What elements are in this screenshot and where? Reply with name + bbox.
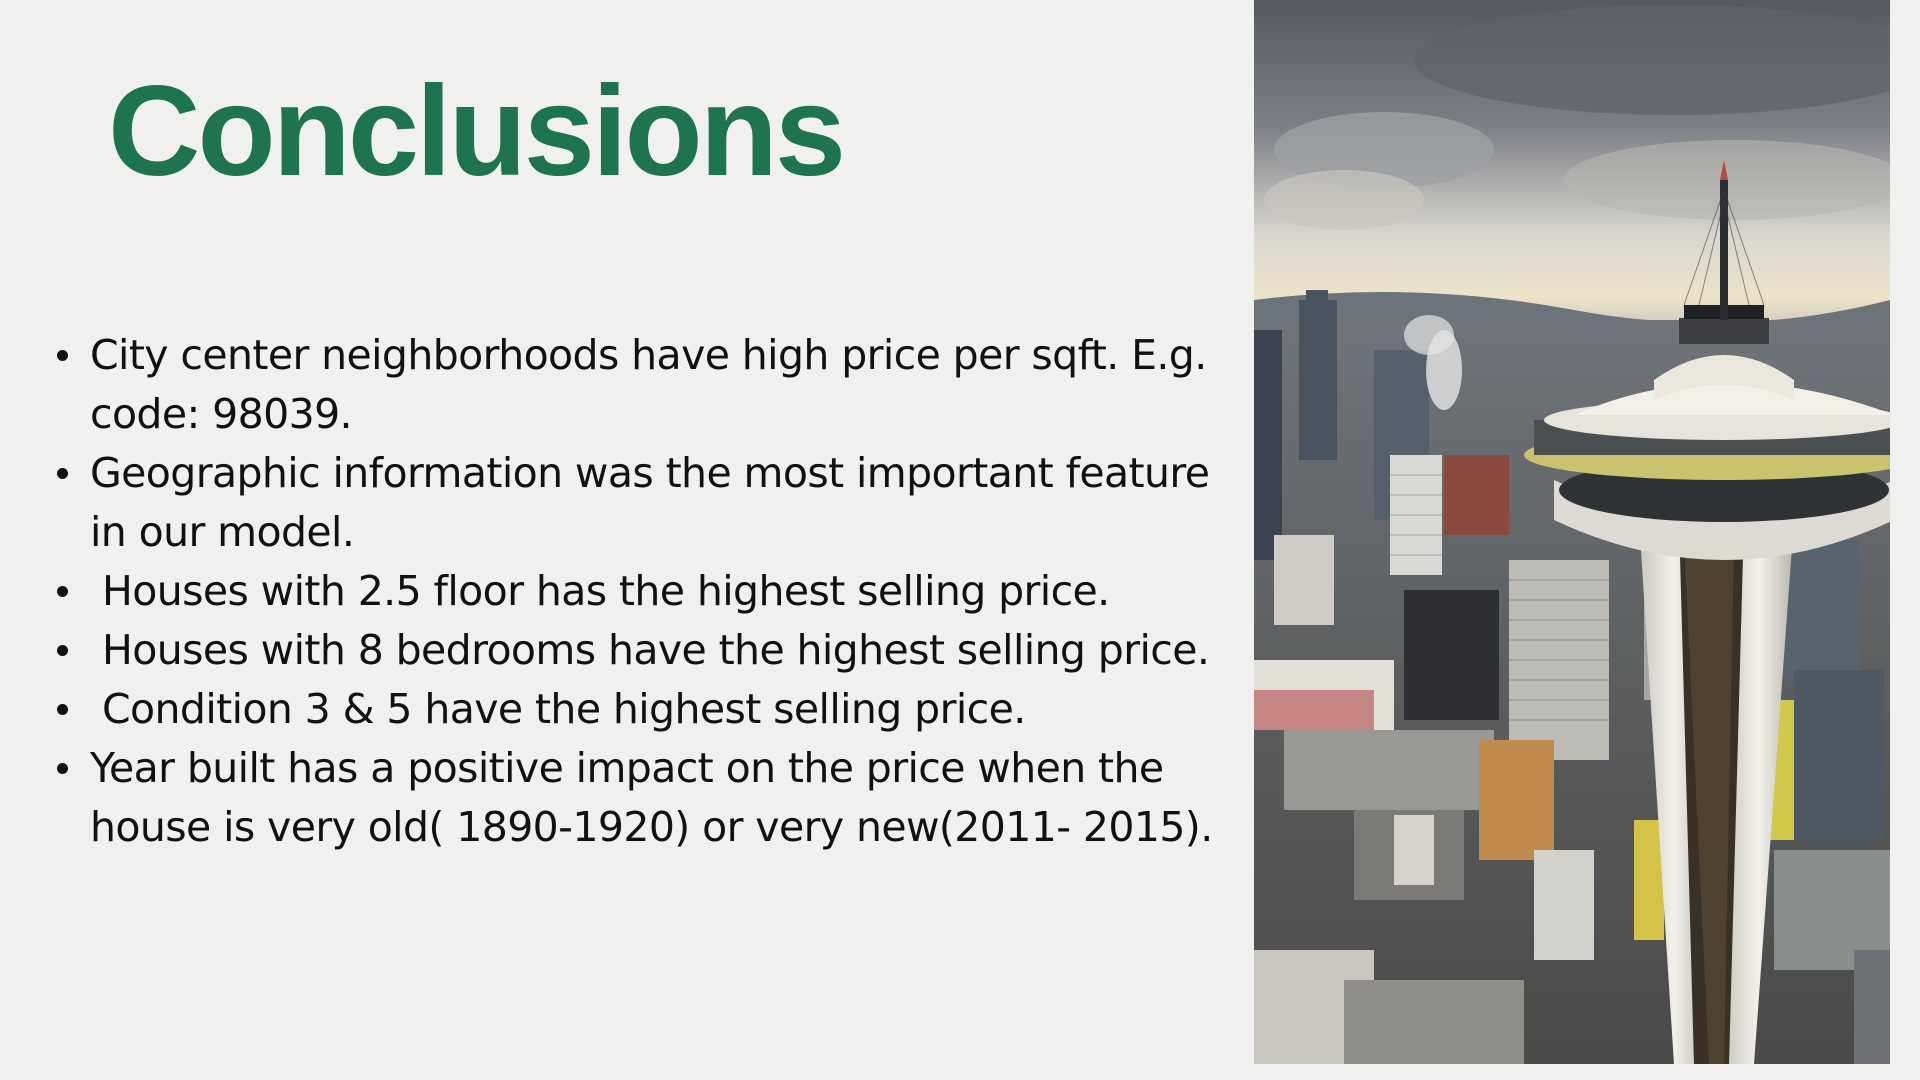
bullet-text: Year built has a positive impact on the … <box>90 744 1213 851</box>
bullet-item: Geographic information was the most impo… <box>57 444 1230 562</box>
bullet-item: Year built has a positive impact on the … <box>57 739 1230 857</box>
bullet-item: Houses with 2.5 floor has the highest se… <box>57 562 1230 621</box>
bullet-text: Geographic information was the most impo… <box>90 449 1210 556</box>
bullet-text: City center neighborhoods have high pric… <box>90 331 1207 438</box>
bullet-item: City center neighborhoods have high pric… <box>57 326 1230 444</box>
space-needle-photo <box>1254 0 1890 1064</box>
bullet-text: Condition 3 & 5 have the highest selling… <box>102 685 1026 733</box>
conclusions-list: City center neighborhoods have high pric… <box>57 326 1230 857</box>
bullet-text: Houses with 2.5 floor has the highest se… <box>102 567 1110 615</box>
bullet-item: Houses with 8 bedrooms have the highest … <box>57 621 1230 680</box>
slide-title: Conclusions <box>108 60 846 203</box>
bullet-item: Condition 3 & 5 have the highest selling… <box>57 680 1230 739</box>
bullet-text: Houses with 8 bedrooms have the highest … <box>102 626 1210 674</box>
